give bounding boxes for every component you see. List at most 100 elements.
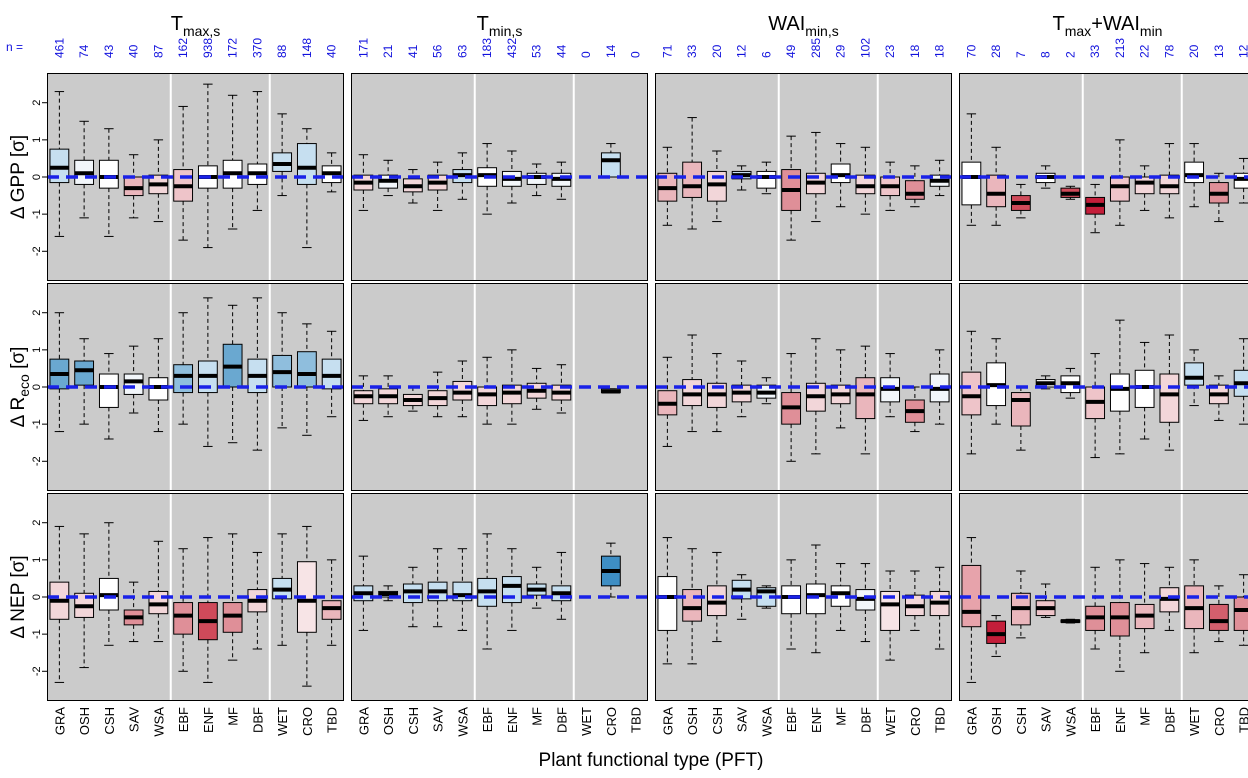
box-ENF	[501, 349, 522, 425]
box-body	[880, 590, 901, 631]
x-tick-label: DBF	[1162, 707, 1177, 733]
y-tick-label: -1	[31, 419, 43, 429]
box-WET	[272, 113, 293, 197]
box-OSH	[74, 533, 95, 669]
x-tick-label: GRA	[660, 707, 675, 736]
box-GRA	[49, 91, 70, 237]
x-tick-label: SAV	[127, 707, 142, 732]
x-tick-label: TBD	[325, 707, 340, 733]
box-body	[756, 170, 777, 189]
row-label-1: Δ Reco [σ]	[8, 347, 32, 428]
x-tick-label: WET	[883, 707, 898, 736]
panel-1-1	[351, 283, 648, 491]
box-body	[657, 576, 678, 631]
box-EBF	[781, 135, 802, 241]
n-count: 12	[735, 44, 749, 58]
x-tick-label: CSH	[710, 707, 725, 734]
box-GRA	[657, 356, 678, 447]
box-WSA	[1060, 618, 1081, 624]
box-DBF	[855, 563, 876, 643]
box-TBD	[321, 330, 342, 418]
x-tick-label: OSH	[685, 707, 700, 735]
x-tick-label: MF	[530, 707, 545, 726]
n-count: 21	[381, 44, 395, 58]
box-EBF	[173, 548, 194, 672]
y-tick-label: 1	[31, 557, 43, 563]
box-DBF	[1159, 566, 1180, 631]
box-ENF	[1109, 559, 1130, 672]
box-OSH	[986, 146, 1007, 226]
n-count: 71	[660, 44, 674, 58]
x-tick-label: DBF	[554, 707, 569, 733]
x-tick-label: SAV	[431, 707, 446, 732]
y-tick-label: -1	[31, 209, 43, 219]
n-count: 285	[809, 38, 823, 58]
box-MF	[526, 566, 547, 609]
box-CSH	[706, 551, 727, 643]
box-ENF	[1109, 319, 1130, 455]
box-OSH	[986, 615, 1007, 657]
box-body	[1109, 373, 1130, 412]
box-WET	[880, 161, 901, 211]
x-tick-label: EBF	[784, 707, 799, 732]
box-MF	[222, 94, 243, 230]
x-tick-label: WSA	[151, 707, 166, 737]
box-MF	[1134, 165, 1155, 211]
box-body	[1159, 373, 1180, 423]
x-tick-label: OSH	[381, 707, 396, 735]
box-CRO	[904, 386, 925, 433]
box-body	[600, 152, 621, 178]
n-count: 88	[275, 44, 289, 58]
y-tick-label: -2	[31, 456, 43, 466]
column-title-2: WAImin,s	[768, 13, 838, 39]
x-tick-label: ENF	[1113, 707, 1128, 733]
box-CRO	[1208, 585, 1229, 643]
box-WET	[272, 533, 293, 646]
box-MF	[830, 349, 851, 429]
box-CRO	[904, 570, 925, 631]
n-count: 8	[1039, 51, 1053, 58]
box-body	[1208, 603, 1229, 631]
box-DBF	[247, 297, 268, 451]
n-count: 213	[1113, 38, 1127, 58]
panel-2-0	[655, 73, 952, 281]
panel-3-0	[959, 73, 1248, 281]
y-tick-label: 2	[31, 520, 43, 526]
x-tick-label: DBF	[250, 707, 265, 733]
n-count: 33	[1088, 44, 1102, 58]
n-count: 183	[480, 38, 494, 58]
box-CSH	[1010, 386, 1031, 451]
column-title-1: Tmin,s	[477, 13, 523, 39]
x-tick-label: CRO	[604, 707, 619, 736]
box-CSH	[706, 150, 727, 223]
box-OSH	[378, 375, 399, 418]
box-SAV	[123, 581, 144, 643]
n-count: 41	[406, 44, 420, 58]
x-tick-label: ENF	[809, 707, 824, 733]
n-count: 23	[883, 44, 897, 58]
y-tick-label: 0	[31, 594, 43, 600]
panel-3-1	[959, 283, 1248, 491]
box-OSH	[682, 117, 703, 230]
box-GRA	[353, 555, 374, 631]
n-count: 14	[604, 44, 618, 58]
box-ENF	[197, 297, 218, 447]
box-MF	[1134, 563, 1155, 654]
x-tick-label: CRO	[908, 707, 923, 736]
y-tick-label: 2	[31, 310, 43, 316]
n-count: 40	[325, 44, 339, 58]
x-tick-label: SAV	[735, 707, 750, 732]
n-count: 102	[858, 38, 872, 58]
box-body	[904, 180, 925, 200]
box-body	[961, 371, 982, 416]
box-ENF	[805, 338, 826, 455]
box-ENF	[1109, 139, 1130, 226]
box-OSH	[682, 548, 703, 665]
box-body	[1233, 596, 1248, 631]
box-WET	[880, 570, 901, 661]
box-MF	[526, 163, 547, 197]
n-count: 461	[52, 38, 66, 58]
box-body	[986, 174, 1007, 208]
box-OSH	[74, 338, 95, 425]
x-tick-label: GRA	[964, 707, 979, 736]
